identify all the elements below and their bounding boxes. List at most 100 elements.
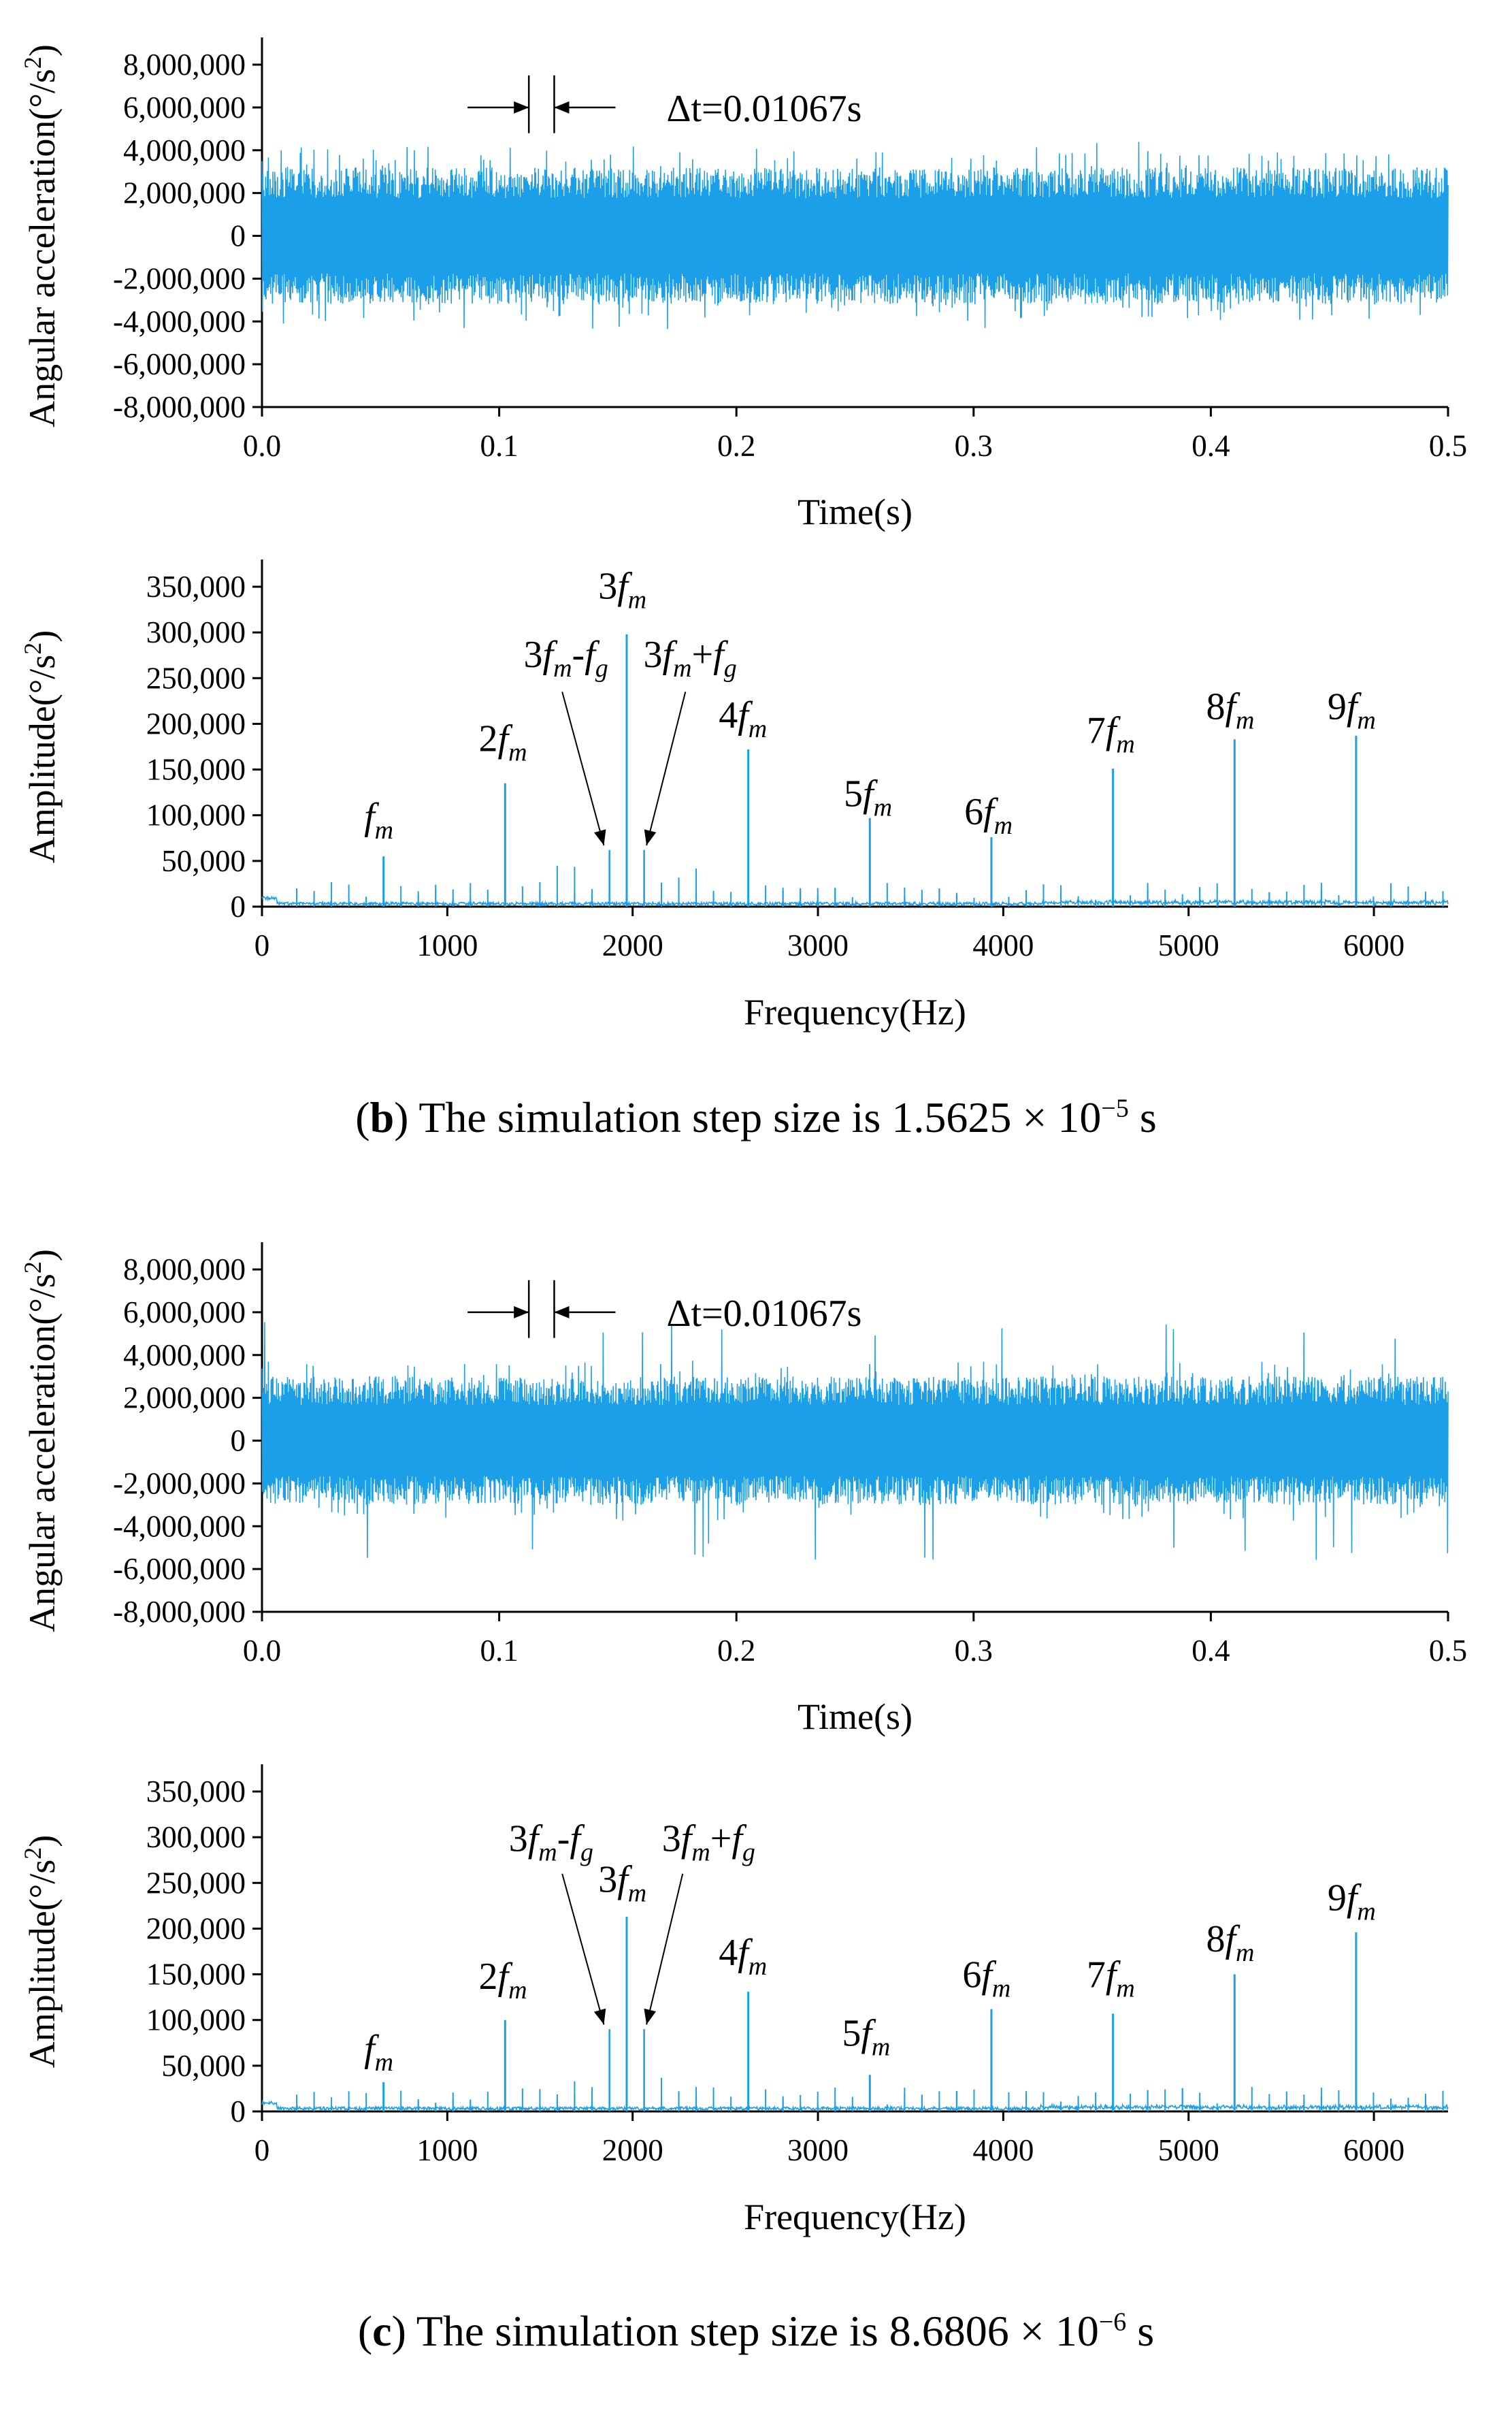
- b-freq-ytick-label: 350,000: [146, 570, 246, 604]
- c-time-ytick-label: -8,000,000: [113, 1595, 246, 1629]
- c-freq-sideband-arrow: [561, 1873, 605, 2025]
- b-freq-xtick-label: 4000: [972, 928, 1034, 962]
- c-freq-xtick-label: 2000: [602, 2133, 663, 2167]
- caption-b-unit: s: [1128, 1093, 1157, 1141]
- c-freq-harmonic-label: 6fm: [962, 1954, 1010, 2003]
- b-freq-harmonic-label: 8fm: [1206, 686, 1254, 735]
- c-freq-sideband-label: 3fm-fg: [509, 1817, 593, 1866]
- b-time-dt-marker: [467, 75, 616, 133]
- c-freq-harmonic-label: 9fm: [1328, 1877, 1376, 1926]
- b-time-xtick-label: 0.1: [480, 429, 518, 463]
- b-freq-xtick-label: 5000: [1158, 928, 1219, 962]
- c-time-ytick-label: 2,000,000: [123, 1381, 246, 1415]
- b-freq-harmonic-label: 3fm: [598, 565, 646, 614]
- c-time-xtick-label: 0.0: [243, 1634, 281, 1668]
- c-freq-ytick-label: 150,000: [146, 1958, 246, 1992]
- b-freq-sideband-arrow: [561, 692, 605, 846]
- c-freq-harmonic-label: 5fm: [842, 2012, 890, 2061]
- c-freq-xtick-label: 5000: [1158, 2133, 1219, 2167]
- b-freq-harmonic-label: 7fm: [1087, 710, 1135, 759]
- caption-c-text: The simulation step size is 8.6806 × 10: [416, 2307, 1099, 2355]
- c-freq-x-title: Frequency(Hz): [744, 2197, 966, 2237]
- b-time-dt-left-arrowhead: [514, 101, 529, 114]
- b-freq-ytick-label: 250,000: [146, 661, 246, 695]
- c-time-xtick-label: 0.1: [480, 1634, 518, 1668]
- c-freq-ytick-label: 50,000: [161, 2049, 246, 2083]
- c-time-ytick-label: -4,000,000: [113, 1509, 246, 1543]
- b-time-xtick-label: 0.4: [1191, 429, 1230, 463]
- b-time-xtick-label: 0.0: [243, 429, 281, 463]
- caption-c: (c) The simulation step size is 8.6806 ×…: [357, 2307, 1155, 2355]
- c-freq-xtick-label: 0: [254, 2133, 270, 2167]
- c-freq-harmonic-label: 7fm: [1087, 1954, 1135, 2003]
- b-freq-spectrum-floor: [261, 895, 1449, 907]
- c-time-xtick-label: 0.2: [717, 1634, 755, 1668]
- c-freq-sideband-arrowhead: [593, 2008, 606, 2025]
- c-freq-xtick-label: 1000: [416, 2133, 478, 2167]
- b-time-ytick-label: -6,000,000: [113, 347, 246, 381]
- b-freq-ytick-label: 100,000: [146, 798, 246, 832]
- b-freq-xtick-label: 6000: [1343, 928, 1404, 962]
- caption-b-letter: b: [369, 1093, 395, 1141]
- panel-c-freq: 0 50,000 100,000 150,000 200,000 250,000 300,0…: [19, 1764, 1449, 2237]
- c-time-xtick-label: 0.5: [1429, 1634, 1467, 1668]
- b-freq-sideband-arrow: [646, 692, 687, 846]
- c-freq-harmonic-label: 2fm: [479, 1956, 527, 2005]
- b-time-ytick-label: -8,000,000: [113, 390, 246, 424]
- c-freq-ytick-label: 200,000: [146, 1911, 246, 1945]
- b-freq-xtick-label: 3000: [787, 928, 849, 962]
- b-freq-harmonic-label: 6fm: [964, 791, 1013, 840]
- b-freq-ytick-label: 0: [231, 890, 246, 924]
- caption-c-letter: c: [372, 2307, 392, 2355]
- c-freq-xtick-label: 6000: [1343, 2133, 1404, 2167]
- b-time-dt-annotation: Δt=0.01067s: [666, 88, 861, 130]
- b-freq-ytick-label: 300,000: [146, 615, 246, 649]
- b-freq-sideband-arrowhead: [644, 829, 657, 846]
- c-time-ytick-label: 6,000,000: [123, 1295, 246, 1329]
- caption-b-text: The simulation step size is 1.5625 × 10: [418, 1093, 1102, 1141]
- c-time-dt-marker: [467, 1280, 616, 1338]
- b-freq-sideband-arrowhead: [594, 829, 606, 846]
- b-freq-y-title: Amplitude(°/s2): [19, 630, 63, 864]
- b-time-signal-line: [261, 142, 1449, 329]
- b-freq-harmonic-label: 5fm: [844, 773, 892, 822]
- b-freq-harmonic-label: 9fm: [1328, 686, 1376, 735]
- c-freq-sideband-arrow: [646, 1873, 684, 2025]
- c-freq-ytick-label: 250,000: [146, 1866, 246, 1900]
- c-freq-harmonic-label: 4fm: [719, 1932, 767, 1981]
- b-time-ytick-label: 4,000,000: [123, 133, 246, 167]
- b-freq-sideband-label: 3fm-fg: [524, 634, 608, 683]
- panel-b-time: -8,000,000 -6,000,000 -4,000,000 -2,000,000…: [19, 37, 1467, 532]
- c-time-dt-right-arrowhead: [554, 1306, 570, 1318]
- b-time-ytick-label: 2,000,000: [123, 176, 246, 210]
- c-freq-spectrum-floor: [261, 2099, 1449, 2112]
- c-time-y-title: Angular acceleration(°/s2): [19, 1249, 63, 1632]
- caption-b-exponent: −5: [1101, 1094, 1129, 1123]
- c-freq-y-title: Amplitude(°/s2): [19, 1835, 63, 2069]
- b-freq-harmonic-label: 2fm: [479, 718, 527, 767]
- b-freq-ytick-label: 50,000: [161, 844, 246, 878]
- b-time-x-title: Time(s): [798, 491, 913, 532]
- c-freq-harmonic-label: fm: [364, 2028, 393, 2077]
- caption-c-exponent: −6: [1098, 2307, 1127, 2337]
- b-freq-harmonic-label: fm: [364, 796, 393, 845]
- panel-c-time: -8,000,000 -6,000,000 -4,000,000 -2,000,000…: [19, 1242, 1467, 1737]
- b-freq-ytick-label: 200,000: [146, 707, 246, 741]
- b-time-ytick-label: 0: [231, 219, 246, 253]
- b-time-xtick-label: 0.2: [717, 429, 755, 463]
- c-time-xtick-label: 0.4: [1191, 1634, 1230, 1668]
- b-time-ytick-label: -2,000,000: [113, 261, 246, 295]
- b-freq-xtick-label: 1000: [416, 928, 478, 962]
- b-time-ytick-label: 8,000,000: [123, 48, 246, 82]
- c-freq-ytick-label: 350,000: [146, 1774, 246, 1809]
- caption-b: (b) The simulation step size is 1.5625 ×…: [355, 1093, 1157, 1141]
- b-freq-x-title: Frequency(Hz): [744, 992, 966, 1033]
- c-freq-sideband-label: 3fm+fg: [662, 1817, 755, 1866]
- c-freq-harmonic-label: 3fm: [598, 1859, 646, 1908]
- c-time-ytick-label: -2,000,000: [113, 1466, 246, 1500]
- b-freq-xtick-label: 2000: [602, 928, 663, 962]
- caption-c-unit: s: [1126, 2307, 1155, 2355]
- b-time-xtick-label: 0.5: [1429, 429, 1467, 463]
- b-time-ytick-label: -4,000,000: [113, 304, 246, 338]
- c-time-ytick-label: 0: [231, 1424, 246, 1458]
